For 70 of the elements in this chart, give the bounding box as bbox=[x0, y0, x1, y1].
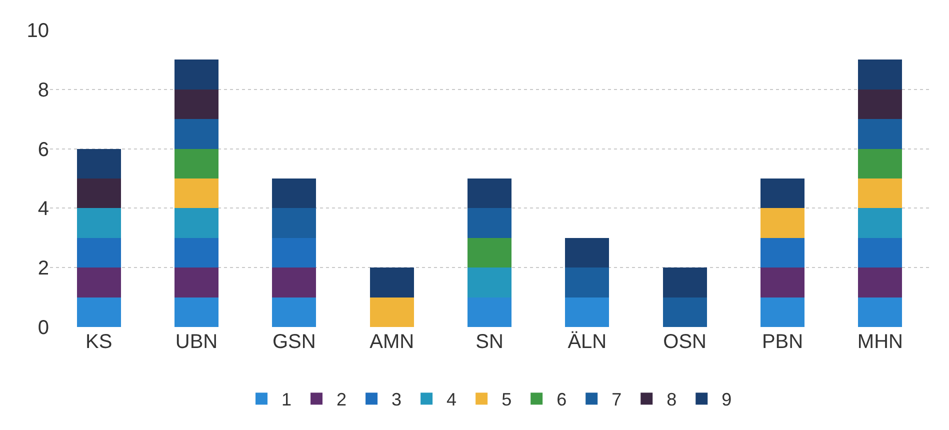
bar bbox=[858, 148, 902, 178]
bar bbox=[272, 238, 316, 268]
bar bbox=[76, 238, 121, 268]
x-tick-label: OSN bbox=[663, 331, 706, 353]
bar bbox=[858, 238, 902, 268]
bar bbox=[174, 238, 218, 268]
bar bbox=[76, 178, 121, 208]
bar bbox=[858, 268, 902, 298]
bar bbox=[468, 178, 512, 208]
bar bbox=[760, 268, 804, 298]
bar bbox=[174, 119, 218, 149]
bar bbox=[174, 178, 218, 208]
bar bbox=[760, 208, 804, 238]
bar bbox=[468, 268, 512, 298]
y-tick-label: 0 bbox=[38, 317, 49, 339]
y-tick-label: 4 bbox=[38, 198, 49, 220]
x-tick-label: MHN bbox=[857, 331, 903, 353]
bar bbox=[565, 238, 610, 268]
x-tick-label: AMN bbox=[370, 331, 414, 353]
y-tick-label: 8 bbox=[38, 79, 49, 102]
bar bbox=[468, 238, 512, 268]
bar bbox=[565, 268, 610, 298]
bar bbox=[76, 268, 121, 298]
bar bbox=[858, 89, 902, 120]
bar bbox=[370, 268, 414, 298]
legend-label: 8 bbox=[666, 390, 677, 410]
y-tick-label: 10 bbox=[26, 20, 49, 42]
bar bbox=[858, 60, 902, 90]
x-tick-label: KS bbox=[85, 331, 112, 353]
legend-label: 6 bbox=[556, 390, 567, 410]
bar bbox=[272, 268, 316, 298]
bar bbox=[468, 208, 512, 238]
bar bbox=[76, 297, 121, 327]
bar bbox=[174, 208, 218, 238]
bar bbox=[468, 297, 512, 327]
bar bbox=[858, 208, 902, 238]
bar bbox=[760, 238, 804, 268]
bar bbox=[174, 89, 218, 120]
bar bbox=[272, 178, 316, 208]
legend-label: 4 bbox=[446, 390, 457, 410]
y-tick-label: 6 bbox=[38, 138, 49, 161]
bar bbox=[858, 178, 902, 208]
x-tick-label: GSN bbox=[272, 331, 316, 353]
legend-label: 9 bbox=[722, 390, 732, 410]
legend-label: 1 bbox=[282, 390, 292, 410]
x-tick-label: PBN bbox=[762, 331, 804, 353]
bar bbox=[760, 297, 804, 327]
bar bbox=[662, 297, 707, 327]
bar bbox=[858, 297, 902, 327]
bar bbox=[272, 297, 316, 327]
bar bbox=[76, 148, 121, 178]
legend-label: 3 bbox=[392, 390, 402, 410]
legend-label: 5 bbox=[502, 390, 512, 410]
legend-label: 2 bbox=[336, 390, 347, 410]
x-tick-label: SN bbox=[476, 331, 504, 353]
bar bbox=[76, 208, 121, 238]
bar bbox=[174, 148, 218, 178]
x-tick-label: UBN bbox=[175, 331, 218, 353]
bar bbox=[174, 268, 218, 298]
bar bbox=[760, 178, 804, 208]
y-tick-label: 2 bbox=[38, 258, 49, 280]
bar bbox=[272, 208, 316, 238]
bar bbox=[662, 268, 707, 298]
bar bbox=[565, 297, 610, 327]
bar bbox=[174, 297, 218, 327]
bar bbox=[858, 119, 902, 149]
legend-label: 7 bbox=[612, 390, 622, 410]
bar bbox=[370, 297, 414, 327]
x-tick-label: ÄLN bbox=[568, 331, 607, 353]
bar bbox=[174, 60, 218, 90]
